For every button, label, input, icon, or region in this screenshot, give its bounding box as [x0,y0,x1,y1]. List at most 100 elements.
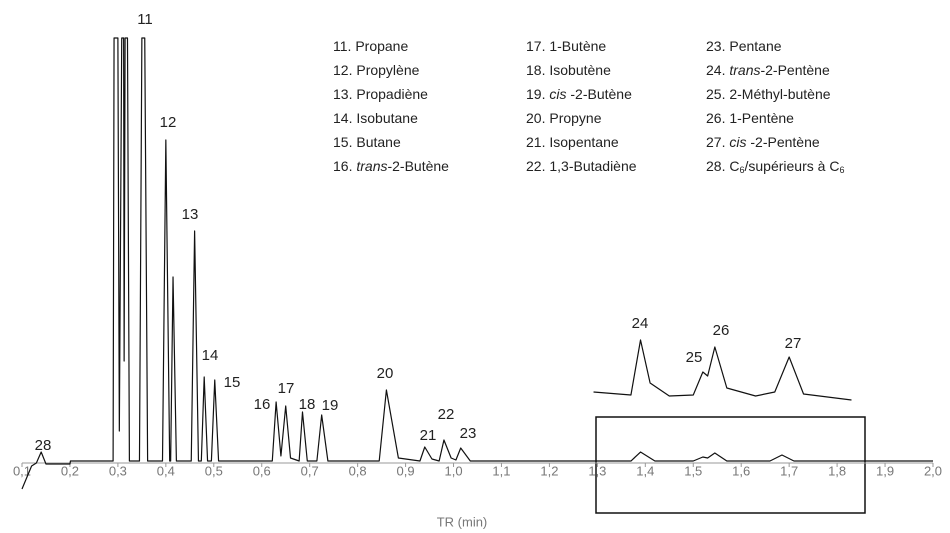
x-tick-label: 1,6 [732,463,750,478]
legend-text: 1,3-Butadiène [549,158,636,174]
x-tick-label: 1,7 [780,463,798,478]
peak-label: 27 [785,335,802,352]
x-tick-label: 1,0 [444,463,462,478]
x-tick-label: 1,1 [492,463,510,478]
peak-label: 23 [460,425,477,442]
peak-label: 12 [160,114,177,131]
x-tick-label: 0,3 [109,463,127,478]
legend-number: 16. [333,158,352,174]
x-tick-label: 1,2 [540,463,558,478]
legend-text: Isopentane [549,134,618,150]
legend-text: cis [729,134,746,150]
legend-entry: 25. 2-Méthyl-butène [706,86,831,102]
trace [21,37,933,490]
legend-text: Propane [355,38,408,54]
peak-label: 19 [322,397,339,414]
legend-entry: 12. Propylène [333,62,420,78]
legend-entry: 11. Propane [333,38,408,54]
x-tick-label: 0,6 [253,463,271,478]
peak-label: 26 [713,322,730,339]
legend-entry: 14. Isobutane [333,110,418,126]
x-tick-label: 0,7 [301,463,319,478]
legend-text: -2-Pentène [746,134,819,150]
legend-number: 11. [333,38,351,54]
legend-subscript: 6 [739,165,744,175]
x-tick-label: 0,1 [13,463,31,478]
legend-entry: 21. Isopentane [526,134,619,150]
legend-subscript: 6 [839,165,844,175]
legend-text: Isobutène [549,62,611,78]
legend-entry: 22. 1,3-Butadiène [526,158,637,174]
x-tick-label: 2,0 [924,463,942,478]
peak-label: 15 [224,374,241,391]
legend-text: cis [549,86,566,102]
legend-entry: 28. C6/supérieurs à C6 [706,158,844,176]
legend-text: Pentane [729,38,781,54]
peak-label: 13 [182,206,199,223]
x-tick-label: 1,5 [684,463,702,478]
legend-number: 12. [333,62,352,78]
x-tick-label: 1,8 [828,463,846,478]
zoom-box [595,416,866,514]
x-tick-label: 0,9 [397,463,415,478]
legend-number: 22. [526,158,545,174]
x-axis-label: TR (min) [437,514,488,529]
legend-entry: 20. Propyne [526,110,602,126]
peak-label: 22 [438,406,455,423]
peak-label: 16 [254,396,271,413]
legend-number: 23. [706,38,725,54]
legend-number: 27. [706,134,725,150]
legend-text: Butane [356,134,401,150]
x-tick-label: 1,9 [876,463,894,478]
legend-number: 18. [526,62,545,78]
legend-number: 28. [706,158,725,174]
legend-entry: 18. Isobutène [526,62,611,78]
legend-text: /supérieurs à C [745,158,840,174]
legend-entry: 19. cis -2-Butène [526,86,632,102]
legend-number: 20. [526,110,545,126]
legend-text: 1-Pentène [729,110,794,126]
peak-label: 28 [35,437,52,454]
legend-entry: 23. Pentane [706,38,782,54]
legend-entry: 26. 1-Pentène [706,110,794,126]
legend-number: 24. [706,62,725,78]
peak-label: 11 [137,11,153,28]
legend-text: C [729,158,739,174]
legend-number: 25. [706,86,725,102]
legend-text: trans [729,62,760,78]
legend-text: 2-Méthyl-butène [729,86,830,102]
peak-label: 14 [202,347,219,364]
legend-number: 14. [333,110,352,126]
legend-number: 26. [706,110,725,126]
x-tick-label: 0,2 [61,463,79,478]
peak-label: 21 [420,427,437,444]
x-tick-label: 0,8 [349,463,367,478]
legend-text: Propyne [549,110,601,126]
x-tick-label: 0,4 [157,463,175,478]
legend-text: trans [356,158,387,174]
legend-text: -2-Butène [387,158,449,174]
legend-text: Isobutane [356,110,418,126]
legend-entry: 17. 1-Butène [526,38,606,54]
legend-text: 1-Butène [549,38,606,54]
legend-entry: 13. Propadiène [333,86,428,102]
x-tick-label: 0,5 [205,463,223,478]
legend-number: 17. [526,38,545,54]
legend-number: 19. [526,86,545,102]
legend-entry: 15. Butane [333,134,401,150]
legend-number: 15. [333,134,352,150]
legend-entry: 16. trans-2-Butène [333,158,449,174]
inset-trace [593,339,852,401]
legend-text: -2-Butène [566,86,632,102]
legend-number: 21. [526,134,545,150]
peak-label: 18 [299,396,316,413]
peak-label: 17 [278,380,295,397]
x-tick-label: 1,4 [636,463,654,478]
legend-entry: 27. cis -2-Pentène [706,134,820,150]
peak-label: 20 [377,365,394,382]
legend-text: -2-Pentène [760,62,829,78]
legend-entry: 24. trans-2-Pentène [706,62,830,78]
legend-text: Propylène [356,62,419,78]
x-tick-label: 1,3 [588,463,606,478]
